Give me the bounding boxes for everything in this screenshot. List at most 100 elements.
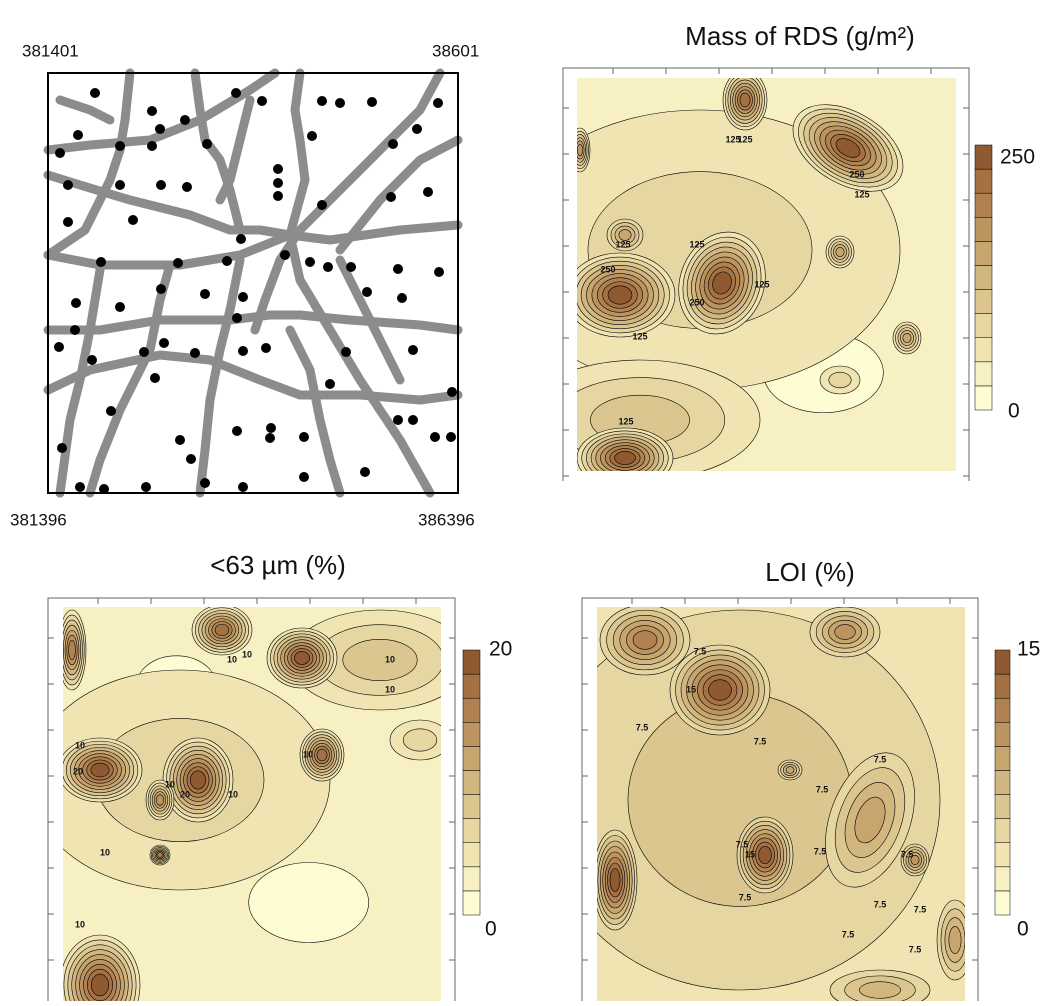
contour-label: 10 [165, 779, 175, 789]
sample-point [115, 141, 125, 151]
road [43, 310, 463, 335]
colorbar-step [974, 289, 993, 314]
road [85, 260, 175, 498]
contour-label: 7.5 [874, 899, 887, 909]
site-map [43, 68, 463, 498]
sample-point [397, 293, 407, 303]
contour-label: 7.5 [816, 784, 829, 794]
contour-label: 125 [737, 134, 752, 144]
sample-point [200, 289, 210, 299]
sample-point [273, 164, 283, 174]
sample-point [139, 347, 149, 357]
contour-region [609, 868, 621, 892]
colorbar-step [974, 192, 993, 218]
sample-point [325, 379, 335, 389]
sample-point [106, 406, 116, 416]
panel-title: Mass of RDS (g/m²) [685, 21, 915, 51]
colorbar-step [462, 866, 481, 892]
sample-point [63, 180, 73, 190]
colorbar-step [994, 794, 1011, 819]
sample-point [159, 338, 169, 348]
colorbar-step [974, 168, 993, 194]
sample-point [317, 96, 327, 106]
colorbar-step [974, 337, 993, 363]
sample-point [273, 178, 283, 188]
contour-label: 20 [73, 766, 83, 776]
colorbar-step [994, 890, 1011, 916]
sample-point [180, 115, 190, 125]
contour-region [785, 766, 795, 774]
sample-point [150, 373, 160, 383]
sample-point [307, 131, 317, 141]
contour-label: 250 [600, 264, 615, 274]
colorbar-label: 0 [485, 918, 497, 941]
contour-map: 7.5157.57.57.57.57.57.57.5157.57.57.57.5… [597, 607, 965, 1001]
contour-region [835, 138, 861, 158]
colorbar-step [462, 722, 481, 747]
contour-region [708, 679, 732, 701]
colorbar-step [994, 770, 1011, 795]
contour-region [834, 624, 856, 640]
sample-point [238, 482, 248, 492]
corner-label: 38601 [432, 41, 479, 60]
contour-region [614, 451, 636, 465]
sample-point [182, 182, 192, 192]
sample-point [393, 415, 403, 425]
sample-point [231, 88, 241, 98]
sample-point [346, 262, 356, 272]
sample-point [147, 141, 157, 151]
sample-point [202, 139, 212, 149]
colorbar-label: 15 [1017, 638, 1040, 661]
contour-label: 7.5 [694, 646, 707, 656]
sample-point [200, 478, 210, 488]
road [55, 95, 115, 125]
roads [43, 68, 463, 498]
contour-label: 7.5 [636, 722, 649, 732]
panel-frame [47, 597, 456, 1001]
contour-label: 125 [632, 331, 647, 341]
road [43, 68, 135, 260]
contour-label: 7.5 [739, 892, 752, 902]
contour-label: 7.5 [754, 736, 767, 746]
contour-label: 15 [686, 684, 696, 694]
sample-point [446, 432, 456, 442]
sample-point [261, 343, 271, 353]
contour-label: 7.5 [842, 929, 855, 939]
contour-region [316, 748, 328, 762]
road [43, 230, 295, 270]
sample-point [55, 148, 65, 158]
colorbar-step [974, 241, 993, 266]
sample-point [147, 106, 157, 116]
colorbar-step [462, 842, 481, 868]
colorbar-step [974, 361, 993, 387]
contour-label: 125 [615, 239, 630, 249]
colorbar-step [974, 313, 993, 338]
sample-point [222, 256, 232, 266]
contour-label: 7.5 [909, 944, 922, 954]
sample-point [388, 139, 398, 149]
sample-point [155, 124, 165, 134]
colorbar-label: 250 [1000, 146, 1035, 169]
sample-point [190, 348, 200, 358]
contour-region [910, 854, 920, 866]
sample-point [273, 191, 283, 201]
contour-region [739, 92, 751, 108]
sample-point [393, 264, 403, 274]
contour-map: 10 10 10 10 10 20 10 20 10 10 10 10 [63, 607, 441, 1001]
sample-point [412, 124, 422, 134]
road [43, 170, 463, 245]
road [190, 68, 245, 235]
sample-point [430, 432, 440, 442]
sample-point [175, 435, 185, 445]
road [195, 255, 245, 498]
sample-point [87, 355, 97, 365]
contour-region [402, 728, 438, 752]
sample-point [362, 287, 372, 297]
sample-point [90, 88, 100, 98]
road [285, 68, 435, 498]
sample-points [54, 88, 457, 494]
contour-region [948, 926, 962, 954]
